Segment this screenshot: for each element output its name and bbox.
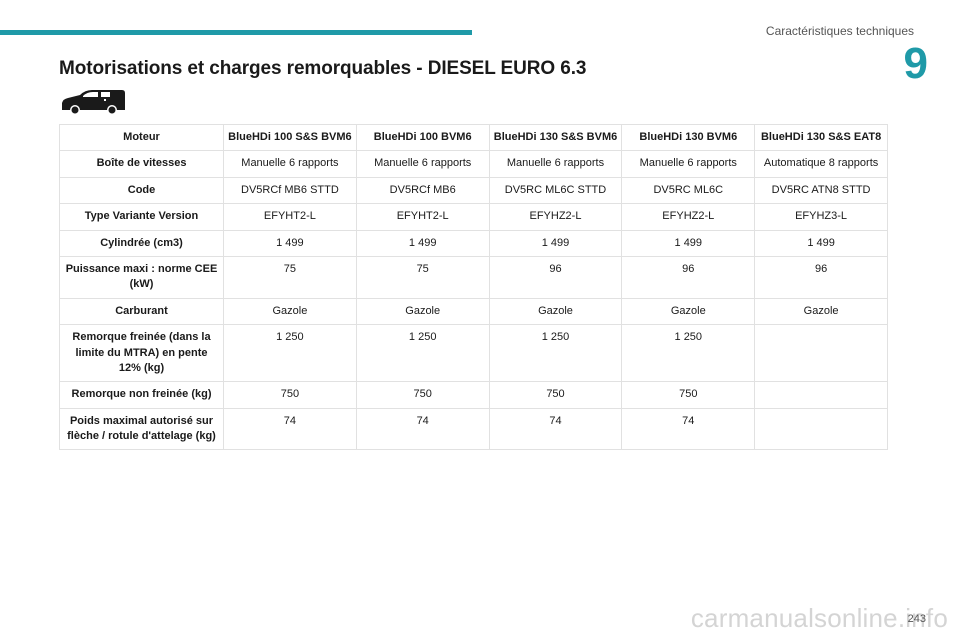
page-number: 243 — [907, 613, 926, 625]
spec-table: Moteur BlueHDi 100 S&S BVM6 BlueHDi 100 … — [59, 123, 888, 451]
table-row: Remorque non freinée (kg) 750 750 750 75… — [59, 381, 888, 409]
table-cell: Automatique 8 rapports — [754, 150, 888, 178]
table-cell: 750 — [488, 381, 623, 409]
page-heading: Motorisations et charges remorquables - … — [59, 58, 587, 79]
table-cell: Gazole — [488, 297, 623, 326]
table-header-cell: Moteur — [59, 123, 224, 152]
table-row: Poids maximal autorisé sur flèche / rotu… — [59, 407, 888, 451]
table-cell: DV5RCf MB6 STTD — [223, 176, 357, 205]
row-label: Poids maximal autorisé sur flèche / rotu… — [59, 407, 224, 451]
table-cell: DV5RCf MB6 — [355, 176, 490, 205]
table-header-row: Moteur BlueHDi 100 S&S BVM6 BlueHDi 100 … — [59, 123, 888, 152]
table-cell: EFYHZ2-L — [621, 203, 756, 231]
table-cell: 1 250 — [621, 324, 756, 383]
table-row: Puissance maxi : norme CEE (kW) 75 75 96… — [59, 255, 888, 299]
table-cell: 75 — [223, 255, 357, 299]
row-label: Puissance maxi : norme CEE (kW) — [59, 255, 224, 299]
table-cell: 75 — [355, 255, 490, 299]
table-cell — [754, 381, 888, 409]
watermark: carmanualsonline.info — [690, 603, 948, 633]
table-cell: 1 250 — [355, 324, 490, 383]
table-cell: Manuelle 6 rapports — [488, 150, 623, 178]
table-cell: 74 — [223, 407, 357, 451]
header-accent-bar — [0, 30, 472, 35]
row-label: Type Variante Version — [59, 203, 224, 231]
table-cell: Gazole — [754, 297, 888, 326]
table-cell: Gazole — [223, 297, 357, 326]
table-cell: 74 — [621, 407, 756, 451]
table-cell: Manuelle 6 rapports — [223, 150, 357, 178]
table-header-cell: BlueHDi 130 S&S BVM6 — [488, 123, 623, 152]
table-cell: DV5RC ML6C — [621, 176, 756, 205]
chapter-number: 9 — [903, 39, 928, 88]
row-label: Code — [59, 176, 224, 205]
table-cell: 96 — [754, 255, 888, 299]
table-cell: EFYHT2-L — [223, 203, 357, 231]
table-cell: 1 499 — [621, 229, 756, 257]
table-cell: Manuelle 6 rapports — [621, 150, 756, 178]
table-cell: 1 499 — [355, 229, 490, 257]
table-cell: 750 — [223, 381, 357, 409]
table-cell: DV5RC ATN8 STTD — [754, 176, 888, 205]
section-title: Caractéristiques techniques — [765, 24, 914, 38]
table-cell: Manuelle 6 rapports — [355, 150, 490, 178]
table-row: Carburant Gazole Gazole Gazole Gazole Ga… — [59, 297, 888, 326]
row-label: Carburant — [59, 297, 224, 326]
table-header-cell: BlueHDi 130 S&S EAT8 — [754, 123, 888, 152]
table-cell: 74 — [355, 407, 490, 451]
row-label: Remorque non freinée (kg) — [59, 381, 224, 409]
table-cell: EFYHZ2-L — [488, 203, 623, 231]
table-cell: 96 — [488, 255, 623, 299]
table-row: Code DV5RCf MB6 STTD DV5RCf MB6 DV5RC ML… — [59, 176, 888, 205]
table-header-cell: BlueHDi 100 S&S BVM6 — [223, 123, 357, 152]
table-header-cell: BlueHDi 130 BVM6 — [621, 123, 756, 152]
table-header-cell: BlueHDi 100 BVM6 — [355, 123, 490, 152]
table-cell: 1 250 — [488, 324, 623, 383]
table-cell: 750 — [621, 381, 756, 409]
table-cell: DV5RC ML6C STTD — [488, 176, 623, 205]
row-label: Cylindrée (cm3) — [59, 229, 224, 257]
table-cell: 1 499 — [754, 229, 888, 257]
table-row: Boîte de vitesses Manuelle 6 rapports Ma… — [59, 150, 888, 178]
van-icon — [62, 90, 125, 115]
table-cell — [754, 324, 888, 383]
table-cell: Gazole — [355, 297, 490, 326]
table-cell: EFYHZ3-L — [754, 203, 888, 231]
table-cell: 96 — [621, 255, 756, 299]
table-cell: Gazole — [621, 297, 756, 326]
table-cell: 750 — [355, 381, 490, 409]
table-row: Cylindrée (cm3) 1 499 1 499 1 499 1 499 … — [59, 229, 888, 257]
table-row: Remorque freinée (dans la limite du MTRA… — [59, 324, 888, 383]
row-label: Boîte de vitesses — [59, 150, 224, 178]
table-row: Type Variante Version EFYHT2-L EFYHT2-L … — [59, 203, 888, 231]
table-cell: 1 250 — [223, 324, 357, 383]
table-cell: 74 — [488, 407, 623, 451]
table-cell: 1 499 — [223, 229, 357, 257]
row-label: Remorque freinée (dans la limite du MTRA… — [59, 324, 224, 383]
table-cell: 1 499 — [488, 229, 623, 257]
table-cell: EFYHT2-L — [355, 203, 490, 231]
table-cell — [754, 407, 888, 451]
